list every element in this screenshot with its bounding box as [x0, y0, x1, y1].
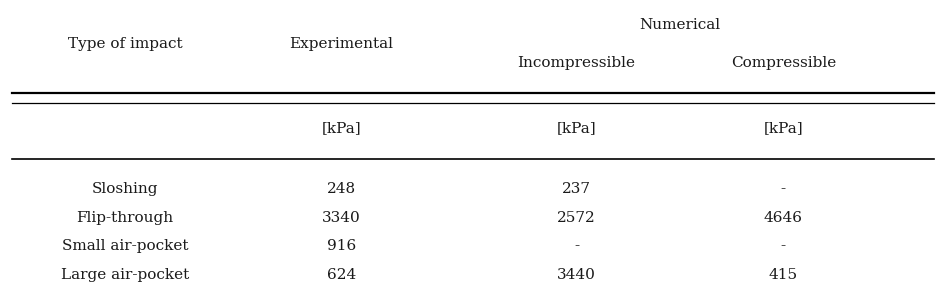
Text: Experimental: Experimental	[289, 37, 394, 51]
Text: Sloshing: Sloshing	[92, 182, 158, 196]
Text: Compressible: Compressible	[730, 56, 836, 70]
Text: Numerical: Numerical	[639, 18, 721, 32]
Text: Large air-pocket: Large air-pocket	[61, 268, 189, 282]
Text: 248: 248	[326, 182, 356, 196]
Text: -: -	[780, 239, 786, 254]
Text: [kPa]: [kPa]	[556, 121, 596, 135]
Text: 3440: 3440	[557, 268, 596, 282]
Text: -: -	[574, 239, 579, 254]
Text: 3340: 3340	[322, 211, 360, 225]
Text: 415: 415	[769, 268, 797, 282]
Text: 916: 916	[326, 239, 356, 254]
Text: Flip-through: Flip-through	[77, 211, 174, 225]
Text: -: -	[780, 182, 786, 196]
Text: 237: 237	[562, 182, 591, 196]
Text: 2572: 2572	[557, 211, 596, 225]
Text: [kPa]: [kPa]	[763, 121, 803, 135]
Text: [kPa]: [kPa]	[322, 121, 361, 135]
Text: 4646: 4646	[763, 211, 803, 225]
Text: 624: 624	[326, 268, 356, 282]
Text: Small air-pocket: Small air-pocket	[61, 239, 188, 254]
Text: Incompressible: Incompressible	[517, 56, 636, 70]
Text: Type of impact: Type of impact	[68, 37, 183, 51]
